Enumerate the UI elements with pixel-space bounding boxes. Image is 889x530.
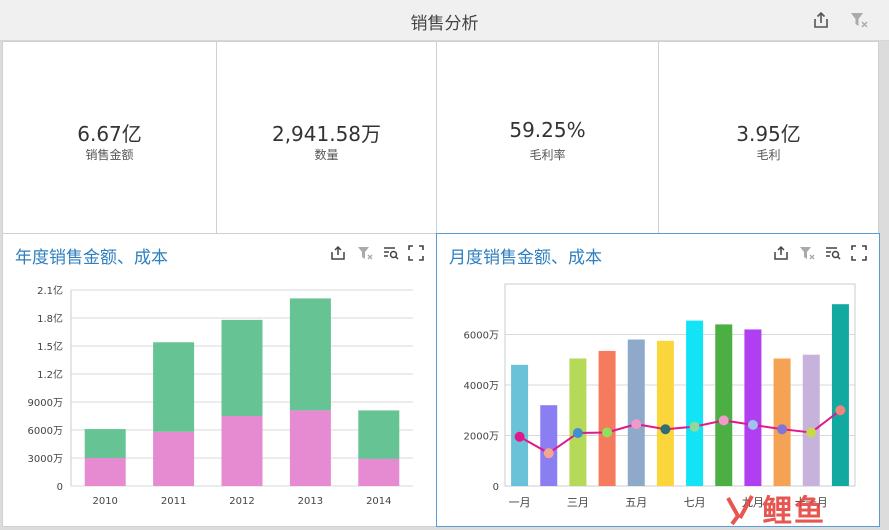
bar-sales <box>289 298 331 411</box>
kpi-label: 毛利 <box>756 148 781 162</box>
cost-point <box>747 419 758 430</box>
kpi-card-margin-rate[interactable]: 59.25% 毛利率 <box>436 41 659 234</box>
bar-cost <box>221 416 263 486</box>
x-tick-label: 2013 <box>298 496 323 507</box>
clear-filter-icon[interactable] <box>357 245 373 261</box>
panel-title: 年度销售金额、成本 <box>15 248 168 268</box>
bar-sales <box>540 405 558 486</box>
panel-title: 月度销售金额、成本 <box>449 248 602 268</box>
bar-cost <box>153 431 195 486</box>
y-tick-label: 0 <box>493 482 499 493</box>
cost-point <box>777 424 788 435</box>
x-tick-label: 一月 <box>509 496 531 509</box>
x-tick-label: 三月 <box>567 496 589 509</box>
bar-sales <box>656 340 674 486</box>
bar-sales <box>511 364 529 486</box>
y-tick-label: 1.2亿 <box>37 368 63 381</box>
y-tick-label: 2000万 <box>464 432 499 443</box>
kpi-value: 3.95亿 <box>736 122 801 146</box>
y-tick-label: 1.8亿 <box>37 312 63 325</box>
bar-sales <box>627 339 645 486</box>
bar-sales <box>715 324 733 486</box>
bar-cost <box>289 410 331 486</box>
kpi-card-quantity[interactable]: 2,941.58万 数量 <box>216 41 437 234</box>
cost-point <box>572 427 583 438</box>
kpi-value: 2,941.58万 <box>271 122 382 146</box>
drill-search-icon[interactable] <box>383 245 399 261</box>
kpi-label: 毛利率 <box>529 148 566 162</box>
clear-filter-icon[interactable] <box>850 11 868 29</box>
cost-point <box>835 405 846 416</box>
fullscreen-icon[interactable] <box>408 245 424 261</box>
drill-search-icon[interactable] <box>825 245 841 261</box>
export-icon[interactable] <box>330 245 346 261</box>
cost-point <box>718 415 729 426</box>
x-tick-label: 2010 <box>92 496 117 507</box>
y-tick-label: 6000万 <box>464 331 499 342</box>
export-icon[interactable] <box>773 245 789 261</box>
annual-chart-panel: 年度销售金额、成本 0 3000万 6000万 9000万 1.2亿 1.5亿 1.8亿 2.… <box>2 233 437 527</box>
bar-sales <box>153 342 195 432</box>
kpi-value: 59.25% <box>509 118 586 142</box>
x-tick-label: 2011 <box>161 496 186 507</box>
cost-point <box>514 431 525 442</box>
x-tick-label: 五月 <box>625 496 647 509</box>
y-tick-label: 2.1亿 <box>37 284 63 297</box>
cost-point <box>543 448 554 459</box>
bar-sales <box>686 320 704 486</box>
bar-sales <box>569 358 587 486</box>
monthly-chart-panel: 月度销售金额、成本 0 2000万 4000万 6000万 一月 三月 五月 七月 九月 十一月 <box>436 233 880 527</box>
bar-sales <box>84 429 126 458</box>
bar-sales <box>802 354 820 486</box>
annual-chart: 0 3000万 6000万 9000万 1.2亿 1.5亿 1.8亿 2.1亿 2010 2011… <box>28 284 413 507</box>
cost-point <box>689 421 700 432</box>
bar-sales <box>744 329 762 486</box>
kpi-card-sales[interactable]: 6.67亿 销售金额 <box>2 41 217 234</box>
bar-sales <box>221 319 263 416</box>
watermark-text: 鲤鱼 <box>762 494 826 529</box>
x-tick-label: 七月 <box>684 496 706 509</box>
watermark-logo: 鲤鱼 <box>722 486 872 529</box>
bar-sales <box>358 410 400 459</box>
fullscreen-icon[interactable] <box>851 245 867 261</box>
y-tick-label: 1.5亿 <box>37 340 63 353</box>
export-icon[interactable] <box>812 11 830 29</box>
y-tick-label: 3000万 <box>28 454 63 465</box>
bar-sales <box>831 304 849 486</box>
y-tick-label: 6000万 <box>28 426 63 437</box>
x-tick-label: 2014 <box>366 496 391 507</box>
clear-filter-icon[interactable] <box>799 245 815 261</box>
bar-cost <box>84 458 126 486</box>
kpi-card-gross-profit[interactable]: 3.95亿 毛利 <box>658 41 879 234</box>
bar-sales <box>598 350 616 486</box>
plot-frame <box>504 283 856 487</box>
cost-point <box>631 419 642 430</box>
x-tick-label: 十一月 <box>795 495 828 509</box>
bar-cost <box>358 458 400 486</box>
y-tick-label: 9000万 <box>28 398 63 409</box>
y-tick-label: 0 <box>57 482 63 493</box>
cost-point <box>602 427 613 438</box>
kpi-value: 6.67亿 <box>77 122 142 146</box>
cost-point <box>806 427 817 438</box>
y-tick-label: 4000万 <box>464 381 499 392</box>
dashboard-title: 销售分析 <box>410 14 479 34</box>
dashboard-titlebar: 销售分析 <box>0 0 889 41</box>
cost-line <box>519 409 842 455</box>
kpi-label: 销售金额 <box>85 148 134 162</box>
kpi-label: 数量 <box>314 148 339 162</box>
bar-sales <box>773 358 791 486</box>
x-tick-label: 2012 <box>229 496 254 507</box>
cost-point <box>660 424 671 435</box>
